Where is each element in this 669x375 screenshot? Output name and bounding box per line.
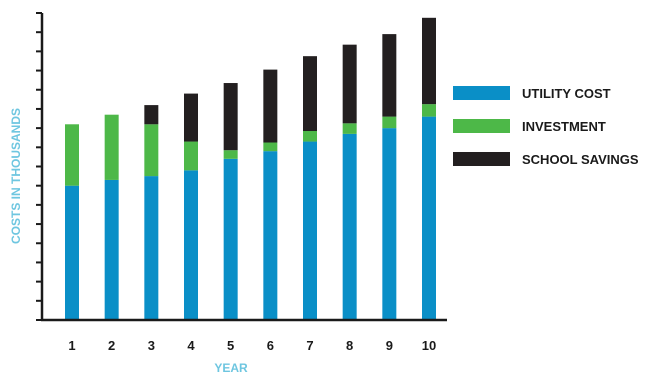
x-tick-label: 2 bbox=[108, 338, 115, 353]
bar-segment-utility-cost-year-5 bbox=[223, 158, 238, 320]
legend-item: SCHOOL SAVINGS bbox=[453, 152, 639, 167]
x-tick-label: 7 bbox=[306, 338, 313, 353]
legend: UTILITY COST INVESTMENT SCHOOL SAVINGS bbox=[453, 86, 639, 167]
bar-segment-utility-cost-year-2 bbox=[104, 179, 119, 320]
bar-segment-investment-year-8 bbox=[342, 123, 357, 134]
bar-segment-school-savings-year-4 bbox=[184, 93, 198, 142]
bar-segment-school-savings-year-5 bbox=[223, 83, 238, 151]
x-tick-label: 5 bbox=[227, 338, 234, 353]
bar-segment-school-savings-year-7 bbox=[303, 56, 317, 132]
legend-swatch bbox=[453, 152, 510, 166]
bar-segment-school-savings-year-3 bbox=[144, 105, 159, 125]
y-axis-title: COSTS IN THOUSANDS bbox=[9, 108, 23, 244]
x-tick-label: 9 bbox=[386, 338, 393, 353]
bar-segment-school-savings-year-6 bbox=[263, 69, 278, 143]
bar-segment-utility-cost-year-1 bbox=[65, 185, 79, 320]
bar-segment-investment-year-7 bbox=[303, 131, 317, 142]
legend-item: UTILITY COST bbox=[453, 86, 611, 101]
bar-segment-school-savings-year-10 bbox=[422, 17, 436, 105]
legend-label: INVESTMENT bbox=[522, 119, 606, 134]
x-tick-labels: 1 2 3 4 5 6 7 8 9 10 bbox=[68, 338, 436, 353]
x-tick-label: 10 bbox=[422, 338, 436, 353]
x-axis-title: YEAR bbox=[214, 361, 248, 375]
bar-segment-investment-year-1 bbox=[65, 124, 79, 186]
bar-segment-utility-cost-year-10 bbox=[422, 116, 436, 320]
bar-segment-utility-cost-year-3 bbox=[144, 176, 159, 320]
bar-segment-utility-cost-year-4 bbox=[184, 170, 198, 320]
bar-segment-investment-year-3 bbox=[144, 124, 159, 177]
plot-area bbox=[65, 17, 436, 320]
bar-segment-utility-cost-year-9 bbox=[382, 128, 397, 320]
legend-label: SCHOOL SAVINGS bbox=[522, 152, 639, 167]
bar-segment-utility-cost-year-7 bbox=[303, 141, 317, 320]
y-ticks bbox=[36, 12, 42, 321]
legend-swatch bbox=[453, 86, 510, 100]
x-tick-label: 8 bbox=[346, 338, 353, 353]
x-tick-label: 4 bbox=[187, 338, 195, 353]
x-tick-label: 1 bbox=[68, 338, 75, 353]
x-tick-label: 3 bbox=[148, 338, 155, 353]
axes: 1 2 3 4 5 6 7 8 9 10 bbox=[36, 12, 447, 353]
bar-segment-utility-cost-year-8 bbox=[342, 133, 357, 320]
bar-segment-investment-year-2 bbox=[104, 114, 119, 180]
legend-item: INVESTMENT bbox=[453, 119, 606, 134]
bar-segment-utility-cost-year-6 bbox=[263, 151, 278, 320]
bar-segment-investment-year-6 bbox=[263, 142, 278, 152]
bar-segment-school-savings-year-9 bbox=[382, 34, 397, 117]
legend-label: UTILITY COST bbox=[522, 86, 611, 101]
bar-segment-school-savings-year-8 bbox=[342, 44, 357, 124]
legend-swatch bbox=[453, 119, 510, 133]
bar-segment-investment-year-10 bbox=[422, 104, 436, 117]
bar-segment-investment-year-4 bbox=[184, 141, 198, 171]
bar-segment-investment-year-5 bbox=[223, 150, 238, 159]
bar-segment-investment-year-9 bbox=[382, 116, 397, 129]
x-tick-label: 6 bbox=[267, 338, 274, 353]
